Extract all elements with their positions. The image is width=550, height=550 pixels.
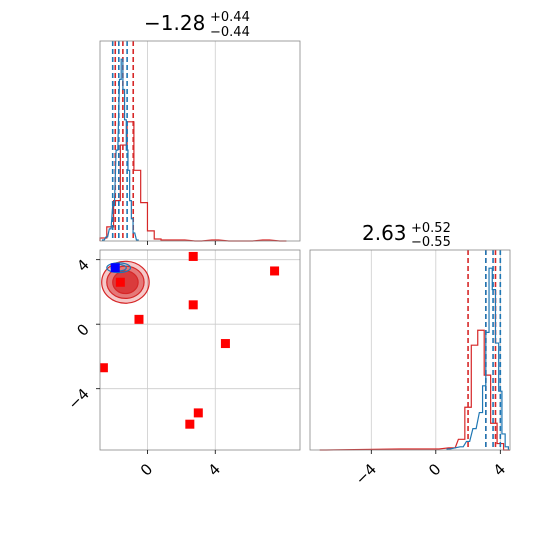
tick-label-x-param1: 4 <box>205 460 224 479</box>
frame-param1-hist <box>99 40 301 242</box>
marker-point <box>100 363 108 373</box>
histogram-param1-reference <box>99 121 287 242</box>
frame-param2-hist <box>309 249 511 451</box>
tick-label-x-param2: 4 <box>490 460 509 479</box>
histogram-param1-samples <box>101 58 139 241</box>
marker-point <box>110 263 120 273</box>
frame-joint <box>99 249 301 451</box>
tick-label-x-param2: −4 <box>352 460 380 488</box>
tick-label-y-param2: 0 <box>73 320 92 339</box>
marker-point <box>115 277 125 287</box>
frame-layer <box>96 40 511 454</box>
title-param1: −1.28 <box>144 11 205 35</box>
marker-point <box>193 408 203 418</box>
marker-point <box>270 266 280 276</box>
tick-label-y-param2: −4 <box>64 385 92 413</box>
title-param2-minus: −0.55 <box>411 235 451 250</box>
histogram-param2-samples <box>446 267 509 450</box>
marker-point <box>188 300 198 310</box>
marker-point <box>185 419 195 429</box>
histogram-param2-reference <box>319 329 510 451</box>
title-param1-minus: −0.44 <box>210 25 250 40</box>
title-param1-plus: +0.44 <box>210 10 250 25</box>
contour-samples <box>106 262 132 274</box>
contour-group <box>100 251 280 429</box>
marker-point <box>220 339 230 349</box>
tick-label-x-param2: 0 <box>425 460 444 479</box>
marker-point <box>188 251 198 261</box>
tick-label-x-param1: 0 <box>137 460 156 479</box>
contour-reference <box>112 270 139 295</box>
title-param2: 2.63 <box>362 221 407 245</box>
data-layer <box>99 41 510 451</box>
grid-layer <box>100 41 501 450</box>
title-param2-plus: +0.52 <box>411 221 451 236</box>
marker-point <box>134 314 144 324</box>
tick-label-y-param2: 4 <box>73 256 92 275</box>
